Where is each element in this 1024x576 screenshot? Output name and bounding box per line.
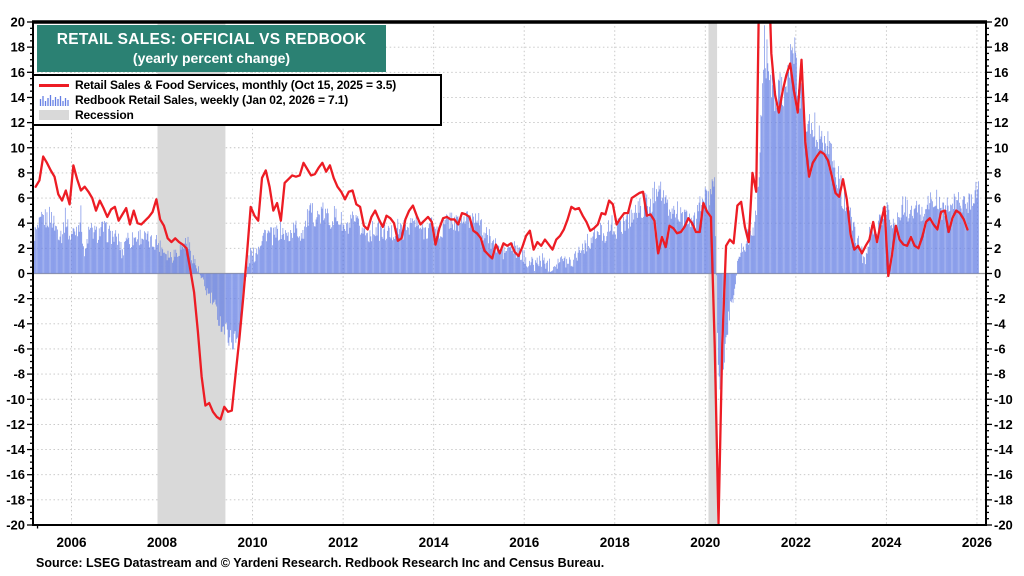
y-axis-tick-label-right: 18: [994, 40, 1008, 55]
y-axis-tick-label-right: 2: [994, 241, 1001, 256]
chart-title: RETAIL SALES: OFFICIAL VS REDBOOK: [56, 31, 367, 48]
blue-bars-sample-icon: [39, 95, 69, 107]
legend-swatch: [39, 109, 69, 120]
y-axis-tick-label-left: -18: [6, 492, 25, 507]
y-axis-tick-label-right: 4: [994, 216, 1002, 231]
y-axis-tick-label-left: 16: [11, 65, 25, 80]
y-axis-tick-label-right: -16: [994, 467, 1013, 482]
y-axis-tick-label-left: 14: [11, 90, 26, 105]
retail-sales-line: [34, 22, 969, 525]
y-axis-tick-label-right: 0: [994, 266, 1001, 281]
legend-item-retail-sales: Retail Sales & Food Services, monthly (O…: [34, 78, 440, 92]
x-axis-tick-label: 2014: [419, 535, 450, 550]
red-line-sample-icon: [39, 83, 69, 87]
x-axis-tick-label: 2016: [509, 535, 540, 550]
y-axis-tick-label-right: 10: [994, 140, 1008, 155]
legend: Retail Sales & Food Services, monthly (O…: [32, 74, 442, 126]
y-axis-tick-label-right: 8: [994, 165, 1001, 180]
x-axis-tick-label: 2022: [781, 535, 811, 550]
y-axis-tick-label-left: 0: [18, 266, 25, 281]
legend-swatch: [39, 83, 69, 87]
chart-subtitle: (yearly percent change): [132, 50, 291, 66]
y-axis-tick-label-right: -2: [994, 291, 1006, 306]
y-axis-tick-label-left: -10: [6, 392, 25, 407]
legend-label-redbook: Redbook Retail Sales, weekly (Jan 02, 20…: [75, 92, 349, 107]
y-axis-tick-label-left: -8: [13, 367, 25, 382]
y-axis-tick-label-right: 16: [994, 65, 1008, 80]
recession-sample-icon: [39, 109, 69, 120]
x-axis-tick-label: 2010: [238, 535, 268, 550]
y-axis-tick-label-right: -18: [994, 492, 1013, 507]
y-axis-tick-label-left: 20: [11, 15, 25, 30]
y-axis-tick-label-left: 2: [18, 241, 25, 256]
y-axis-tick-label-left: 10: [11, 140, 25, 155]
y-axis-tick-label-right: 6: [994, 191, 1001, 206]
y-axis-tick-label-left: -14: [6, 442, 26, 457]
x-axis-tick-label: 2018: [600, 535, 631, 550]
y-axis-tick-label-left: -20: [6, 518, 25, 533]
legend-label-retail-sales: Retail Sales & Food Services, monthly (O…: [75, 78, 397, 93]
x-axis-tick-label: 2012: [328, 535, 358, 550]
axis-ticks: [27, 21, 992, 529]
x-axis-tick-label: 2006: [56, 535, 87, 550]
y-axis-tick-label-right: -10: [994, 392, 1013, 407]
legend-item-recession: Recession: [34, 108, 440, 122]
x-axis-tick-label: 2024: [871, 535, 902, 550]
y-axis-tick-label-right: 20: [994, 15, 1008, 30]
y-axis-tick-label-right: 14: [994, 90, 1009, 105]
source-note: Source: LSEG Datastream and © Yardeni Re…: [36, 556, 605, 570]
y-axis-tick-label-left: -6: [13, 341, 25, 356]
y-axis-tick-label-left: 6: [18, 191, 25, 206]
legend-label-recession: Recession: [75, 107, 134, 122]
axis-labels: -20 -20-18 -18-16 -16-14 -14-12 -12-10 -10-8 -8…: [6, 15, 1013, 551]
y-axis-tick-label-left: -16: [6, 467, 25, 482]
legend-swatch: [39, 93, 69, 107]
x-axis-tick-label: 2026: [962, 535, 993, 550]
y-axis-tick-label-right: -20: [994, 518, 1013, 533]
y-axis-tick-label-left: 18: [11, 40, 25, 55]
y-axis-tick-label-right: -6: [994, 341, 1006, 356]
y-axis-tick-label-left: -12: [6, 417, 25, 432]
x-axis-tick-label: 2008: [147, 535, 178, 550]
y-axis-tick-label-right: -4: [994, 316, 1006, 331]
y-axis-tick-label-right: -8: [994, 367, 1006, 382]
y-axis-tick-label-left: 12: [11, 115, 25, 130]
y-axis-tick-label-left: 4: [18, 216, 26, 231]
chart-title-box: RETAIL SALES: OFFICIAL VS REDBOOK (yearl…: [37, 25, 386, 72]
y-axis-tick-label-right: -12: [994, 417, 1013, 432]
y-axis-tick-label-right: 12: [994, 115, 1008, 130]
x-axis-tick-label: 2020: [690, 535, 720, 550]
y-axis-tick-label-left: -2: [13, 291, 25, 306]
y-axis-tick-label-left: -4: [13, 316, 25, 331]
y-axis-tick-label-right: -14: [994, 442, 1014, 457]
legend-item-redbook: Redbook Retail Sales, weekly (Jan 02, 20…: [34, 93, 440, 107]
y-axis-tick-label-left: 8: [18, 165, 25, 180]
